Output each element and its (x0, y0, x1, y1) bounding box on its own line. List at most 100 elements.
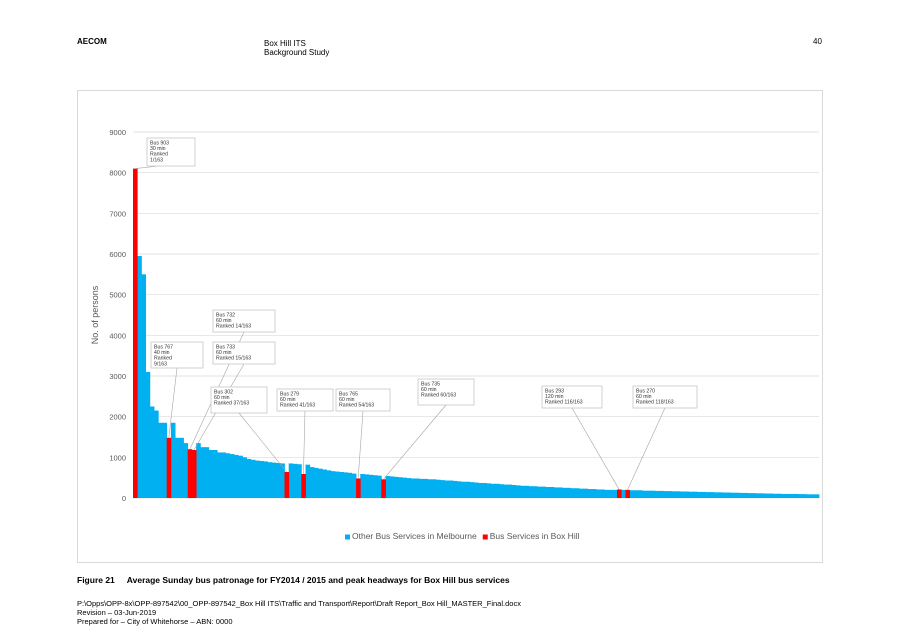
legend-swatch (345, 534, 350, 540)
bar-other (629, 490, 635, 498)
annotation-leader (571, 407, 620, 490)
annotation-leader (238, 412, 287, 473)
bar-other (789, 493, 795, 498)
bar-other (229, 454, 235, 498)
annotation-text: Bus 733 (216, 345, 235, 351)
annotation-text: Bus 279 (280, 392, 299, 398)
bar-other (730, 492, 736, 498)
bar-box-hill (133, 168, 138, 498)
bar-other (646, 490, 652, 498)
y-tick-label: 5000 (109, 291, 126, 300)
annotation-text: Bus 767 (154, 345, 173, 351)
bar-other (524, 485, 530, 498)
bar-other (158, 422, 163, 498)
bar-other (608, 489, 614, 498)
annotation-text: 60 min (216, 318, 232, 324)
bar-other (692, 491, 698, 498)
bar-other (638, 490, 643, 498)
bar-other (271, 462, 277, 498)
bar-other (688, 491, 694, 498)
bar-other (494, 483, 500, 498)
annotation-text: 60 min (339, 397, 355, 403)
bar-other (351, 473, 357, 498)
bar-other (263, 461, 269, 498)
bar-other (553, 487, 559, 498)
annotation-text: 60 min (636, 394, 652, 400)
bar-other (528, 486, 534, 498)
bar-other (709, 492, 715, 498)
bar-other (183, 443, 189, 498)
bar-other (747, 493, 753, 498)
bar-other (515, 485, 521, 498)
bar-box-hill (356, 478, 361, 498)
bar-other (600, 489, 605, 498)
annotation-text: Ranked 37/163 (214, 401, 249, 407)
footer-revision: Revision – 03-Jun-2019 (77, 608, 157, 617)
annotation-box (210, 386, 268, 414)
bar-other (368, 474, 374, 498)
annotation-box (276, 388, 334, 412)
bar-other (768, 493, 774, 498)
bar-other (335, 471, 340, 498)
bar-other (318, 468, 323, 498)
y-tick-label: 2000 (109, 413, 126, 422)
bar-other (469, 482, 475, 498)
bar-other (385, 476, 391, 498)
bar-other (486, 483, 492, 498)
bar-other (650, 490, 656, 498)
bar-other (785, 493, 790, 498)
bus-patronage-chart: 0 1000 2000 3000 4000 5000 6000 7000 8000 9000 No.… (90, 128, 820, 541)
bar-other (448, 480, 454, 498)
bar-other (255, 460, 260, 498)
bar-other (204, 447, 210, 498)
bar-other (238, 455, 243, 498)
annotation-text: Bus 270 (636, 389, 655, 395)
bar-other (221, 452, 226, 498)
annotation-text: Bus 903 (150, 141, 169, 147)
bar-box-hill (191, 450, 197, 498)
annotation-text: Bus 735 (421, 382, 440, 388)
bar-other (739, 492, 744, 498)
bar-box-hill (381, 479, 386, 498)
bar-other (322, 469, 327, 498)
bar-other (659, 490, 664, 498)
bar-box-hill (301, 474, 306, 498)
bar-other (734, 492, 740, 498)
annotation-text: Ranked 14/163 (216, 324, 251, 330)
y-tick-label: 3000 (109, 372, 126, 381)
bar-other (814, 494, 820, 498)
bar-other (288, 463, 294, 498)
bar-other (591, 489, 597, 498)
legend-label: Bus Services in Box Hill (490, 531, 580, 541)
bar-other (566, 487, 572, 498)
bar-other (562, 487, 567, 498)
figure-caption: Figure 21 Average Sunday bus patronage fo… (77, 575, 510, 585)
bar-other (764, 493, 769, 498)
annotation-text: Ranked (154, 356, 172, 362)
bar-other (208, 450, 214, 498)
bar-other (297, 464, 302, 498)
bar-other (377, 475, 382, 498)
bar-other (267, 462, 273, 498)
bar-other (292, 463, 298, 498)
legend-label: Other Bus Services in Melbourne (352, 531, 477, 541)
annotation-box (541, 385, 603, 409)
annotation-leader (303, 410, 306, 475)
bar-box-hill (284, 471, 290, 498)
bar-other (806, 494, 811, 498)
bar-other (280, 463, 285, 498)
bar-other (717, 492, 723, 498)
bar-other (545, 487, 551, 498)
bar-other (313, 467, 319, 498)
footer-prepared-for: Prepared for – City of Whitehorse – ABN:… (77, 617, 233, 626)
bar-other (537, 486, 542, 498)
annotation-box (146, 137, 196, 167)
bar-other (520, 485, 525, 498)
bar-other (781, 493, 786, 498)
figure-number: Figure 21 (77, 575, 115, 585)
bar-other (414, 478, 420, 498)
bar-other (444, 480, 450, 498)
annotation-box (632, 385, 698, 409)
bar-other (410, 478, 416, 498)
bar-other (276, 463, 281, 498)
